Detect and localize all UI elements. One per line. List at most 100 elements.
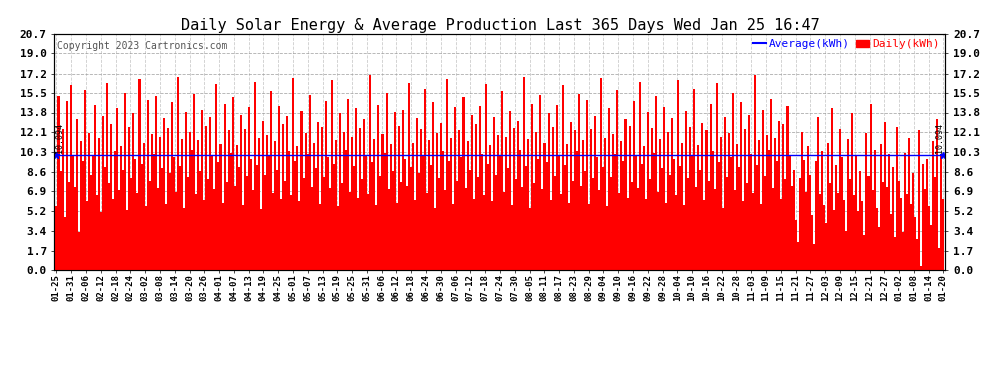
Bar — [160, 168, 162, 270]
Bar — [339, 113, 341, 270]
Bar — [104, 167, 106, 270]
Bar — [268, 155, 270, 270]
Bar — [762, 110, 764, 270]
Bar — [568, 202, 570, 270]
Bar — [557, 155, 559, 270]
Bar — [148, 181, 150, 270]
Bar — [528, 139, 530, 270]
Bar — [441, 123, 443, 270]
Bar — [319, 204, 321, 270]
Bar — [501, 91, 503, 270]
Bar — [819, 194, 821, 270]
Bar — [615, 154, 617, 270]
Bar — [139, 79, 141, 270]
Bar — [807, 146, 809, 270]
Bar — [635, 156, 637, 270]
Bar — [375, 205, 377, 270]
Bar — [75, 120, 78, 270]
Bar — [315, 168, 317, 270]
Bar — [497, 135, 499, 270]
Bar — [791, 186, 793, 270]
Bar — [253, 81, 256, 270]
Bar — [886, 187, 888, 270]
Bar — [942, 199, 944, 270]
Bar — [695, 187, 697, 270]
Bar — [538, 159, 540, 270]
Bar — [392, 171, 394, 270]
Bar — [120, 146, 123, 270]
Bar — [251, 190, 253, 270]
Bar — [756, 165, 758, 270]
Bar — [96, 195, 98, 270]
Bar — [914, 217, 916, 270]
Bar — [137, 193, 139, 270]
Bar — [69, 85, 71, 270]
Bar — [414, 200, 416, 270]
Bar — [270, 91, 272, 270]
Bar — [226, 182, 228, 270]
Bar — [610, 177, 613, 270]
Bar — [162, 118, 164, 270]
Bar — [888, 154, 890, 270]
Bar — [875, 208, 877, 270]
Bar — [704, 200, 706, 270]
Bar — [73, 187, 75, 270]
Bar — [381, 134, 383, 270]
Bar — [758, 140, 760, 270]
Bar — [565, 144, 568, 270]
Bar — [925, 189, 927, 270]
Bar — [260, 209, 262, 270]
Bar — [902, 232, 904, 270]
Bar — [623, 161, 625, 270]
Bar — [817, 117, 819, 270]
Bar — [702, 123, 704, 270]
Bar — [722, 208, 724, 270]
Bar — [833, 210, 836, 270]
Bar — [551, 127, 553, 270]
Bar — [209, 117, 212, 270]
Bar — [857, 211, 859, 270]
Bar — [939, 248, 940, 270]
Bar — [827, 143, 829, 270]
Bar — [383, 153, 385, 270]
Bar — [933, 141, 935, 270]
Bar — [426, 193, 428, 270]
Bar — [309, 95, 311, 270]
Bar — [218, 162, 220, 270]
Bar — [311, 187, 313, 270]
Bar — [809, 174, 811, 270]
Bar — [671, 118, 673, 270]
Bar — [526, 166, 528, 270]
Bar — [347, 99, 349, 270]
Bar — [910, 204, 912, 270]
Bar — [572, 181, 574, 270]
Bar — [489, 145, 491, 270]
Bar — [608, 108, 610, 270]
Bar — [764, 176, 766, 270]
Bar — [55, 206, 57, 270]
Bar — [288, 151, 290, 270]
Bar — [768, 150, 770, 270]
Bar — [435, 208, 437, 270]
Bar — [600, 78, 602, 270]
Bar — [867, 176, 869, 270]
Bar — [481, 154, 483, 270]
Bar — [511, 205, 513, 270]
Bar — [454, 107, 456, 270]
Bar — [716, 83, 718, 270]
Bar — [353, 166, 355, 270]
Bar — [665, 202, 667, 270]
Bar — [582, 140, 584, 270]
Bar — [379, 176, 381, 270]
Bar — [843, 200, 845, 270]
Bar — [470, 115, 472, 270]
Bar — [483, 195, 485, 270]
Bar — [359, 128, 361, 270]
Bar — [842, 158, 843, 270]
Bar — [524, 76, 526, 270]
Bar — [592, 178, 594, 270]
Bar — [355, 108, 357, 270]
Bar — [106, 83, 108, 270]
Bar — [641, 164, 643, 270]
Bar — [276, 170, 278, 270]
